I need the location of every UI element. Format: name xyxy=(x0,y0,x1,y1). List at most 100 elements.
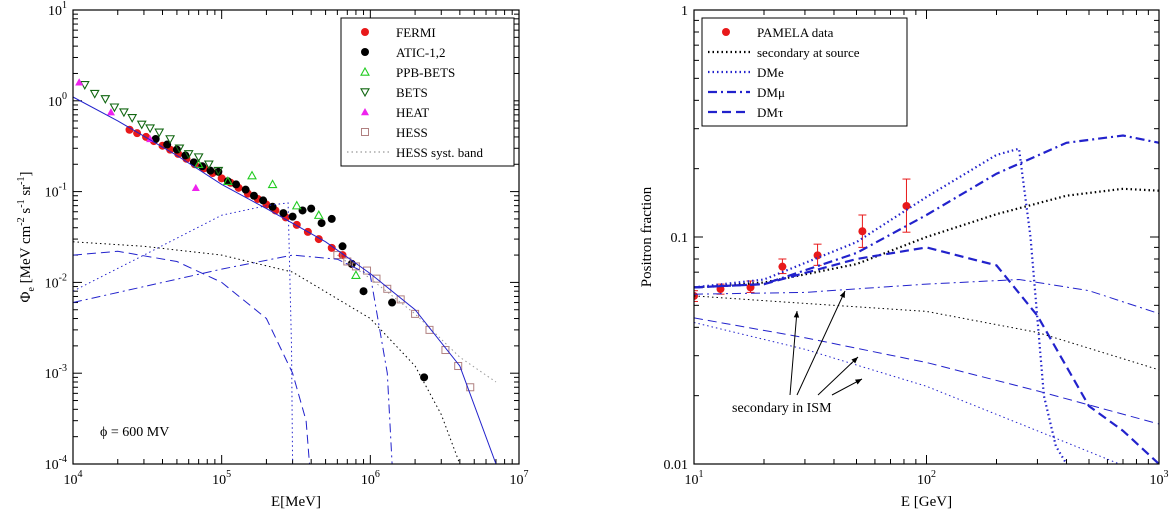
data-point-atic-1-2 xyxy=(223,177,232,186)
legend-label-fermi: FERMI xyxy=(396,25,436,40)
data-point-heat xyxy=(191,183,200,192)
ism-annotation-label: secondary in ISM xyxy=(732,401,832,416)
x-tick-label: 101 xyxy=(685,469,704,488)
legend-label-ppb-bets: PPB-BETS xyxy=(396,65,455,80)
data-point-atic-1-2 xyxy=(232,180,241,189)
x-tick-label-exponent: 7 xyxy=(524,469,529,480)
data-point-heat xyxy=(75,78,84,86)
x-tick-label: 102 xyxy=(917,469,936,488)
data-point-hess xyxy=(454,362,463,371)
data-point-atic-1-2 xyxy=(307,204,316,213)
annotation-arrowhead xyxy=(793,311,800,318)
data-point-pamela-data xyxy=(902,201,911,210)
series-line-curve-9 xyxy=(73,254,393,464)
y-tick-label-exponent: 0 xyxy=(62,91,67,102)
data-point-atic-1-2 xyxy=(206,166,215,175)
data-point-bets xyxy=(100,95,111,105)
y-tick-label-base: 0.01 xyxy=(664,458,689,473)
data-point-bets xyxy=(136,120,147,130)
series-line-dme xyxy=(694,147,1068,464)
data-point-bets xyxy=(213,166,224,176)
legend-label-pamela-data: PAMELA data xyxy=(757,25,834,40)
y-tick-label: 100 xyxy=(48,91,67,110)
y-tick-label: 0.01 xyxy=(664,458,689,473)
y-tick-label-exponent: -1 xyxy=(59,182,67,193)
data-point-bets xyxy=(145,124,156,134)
data-point-atic-1-2 xyxy=(214,167,223,176)
y-axis-label-part: Φ xyxy=(18,292,34,303)
annotation-arrowhead xyxy=(855,379,862,385)
y-tick-label: 10-1 xyxy=(45,182,67,201)
data-point-hess xyxy=(466,383,475,392)
phi-annotation: ϕ = 600 MV xyxy=(100,425,169,440)
series-line-curve-6 xyxy=(694,278,1159,315)
data-point-bets xyxy=(154,128,165,138)
legend-label-hess-syst-band: HESS syst. band xyxy=(396,145,484,160)
x-tick-label-base: 10 xyxy=(64,473,78,488)
y-axis-label-subscript: e xyxy=(26,287,37,292)
y-tick-label-exponent: -3 xyxy=(59,363,67,374)
annotation-arrow xyxy=(796,290,846,396)
y-tick-label-base: 10 xyxy=(45,367,59,382)
y-axis-label-part: ] xyxy=(18,171,34,176)
data-point-hess xyxy=(343,257,352,266)
series-line-curve-5 xyxy=(694,295,1159,371)
data-point-bets xyxy=(165,135,176,145)
data-point-fermi xyxy=(125,125,134,134)
legend-label-atic-1-2: ATIC-1,2 xyxy=(396,45,445,60)
data-point-heat xyxy=(146,134,155,143)
x-axis-label: E[MeV] xyxy=(271,494,321,510)
x-tick-label: 105 xyxy=(212,469,231,488)
data-point-ppb-bets xyxy=(291,200,302,210)
legend-label-heat: HEAT xyxy=(396,105,429,120)
y-tick-label-exponent: -2 xyxy=(59,272,67,283)
x-tick-label-base: 10 xyxy=(510,473,524,488)
data-point-atic-1-2 xyxy=(388,298,397,307)
y-axis-label: Φe [MeV cm-2 s-1 sr-1] xyxy=(16,171,37,302)
series-line-dm xyxy=(694,134,1159,289)
data-point-atic-1-2 xyxy=(338,242,347,251)
data-point-atic-1-2 xyxy=(420,373,429,382)
data-point-hess xyxy=(396,295,405,304)
y-tick-label: 101 xyxy=(48,0,67,19)
legend-box xyxy=(701,17,908,127)
legend-label-dm: DMτ xyxy=(757,105,783,120)
x-tick-label-base: 10 xyxy=(917,473,931,488)
x-tick-label-exponent: 1 xyxy=(699,469,704,480)
y-tick-label-base: 10 xyxy=(48,95,62,110)
y-axis-label-exponent: -1 xyxy=(16,199,27,207)
legend-swatch-pamela-data xyxy=(722,28,730,36)
series-line-curve-10 xyxy=(73,250,310,464)
legend: FERMI ATIC-1,2 PPB-BETS BETS HEAT HESS HESS sy… xyxy=(340,17,515,167)
x-tick-label: 106 xyxy=(361,469,380,488)
plot-frame xyxy=(693,9,1160,465)
series-line-curve-7 xyxy=(694,317,1159,425)
legend-label-secondary-at-source: secondary at source xyxy=(757,45,860,60)
plot-area xyxy=(694,134,1159,464)
legend-swatch-bets xyxy=(360,88,370,98)
legend-swatch-heat xyxy=(361,108,369,116)
data-point-hess xyxy=(425,325,434,334)
data-point-pamela-data xyxy=(778,262,787,271)
x-tick-label-base: 10 xyxy=(361,473,375,488)
legend-label-dme: DMe xyxy=(757,65,784,80)
data-point-atic-1-2 xyxy=(241,185,250,194)
data-point-fermi xyxy=(217,174,226,183)
y-tick-label: 0.1 xyxy=(671,231,689,246)
y-axis-label-exponent: -2 xyxy=(16,217,27,225)
legend-box xyxy=(340,17,515,167)
data-point-atic-1-2 xyxy=(268,202,277,211)
y-axis-label-part: sr xyxy=(18,185,34,200)
y-tick-label-base: 10 xyxy=(45,186,59,201)
data-point-bets xyxy=(118,108,129,118)
data-point-pamela-data xyxy=(813,251,822,260)
x-tick-label-exponent: 5 xyxy=(226,469,231,480)
data-point-hess xyxy=(372,274,381,283)
y-axis-label-part: s xyxy=(18,208,34,218)
legend: PAMELA data secondary at source DMe DMμ DMτ xyxy=(701,17,908,127)
y-tick-label: 10-3 xyxy=(45,363,67,382)
x-tick-label-base: 10 xyxy=(1150,473,1164,488)
data-point-atic-1-2 xyxy=(151,134,160,143)
